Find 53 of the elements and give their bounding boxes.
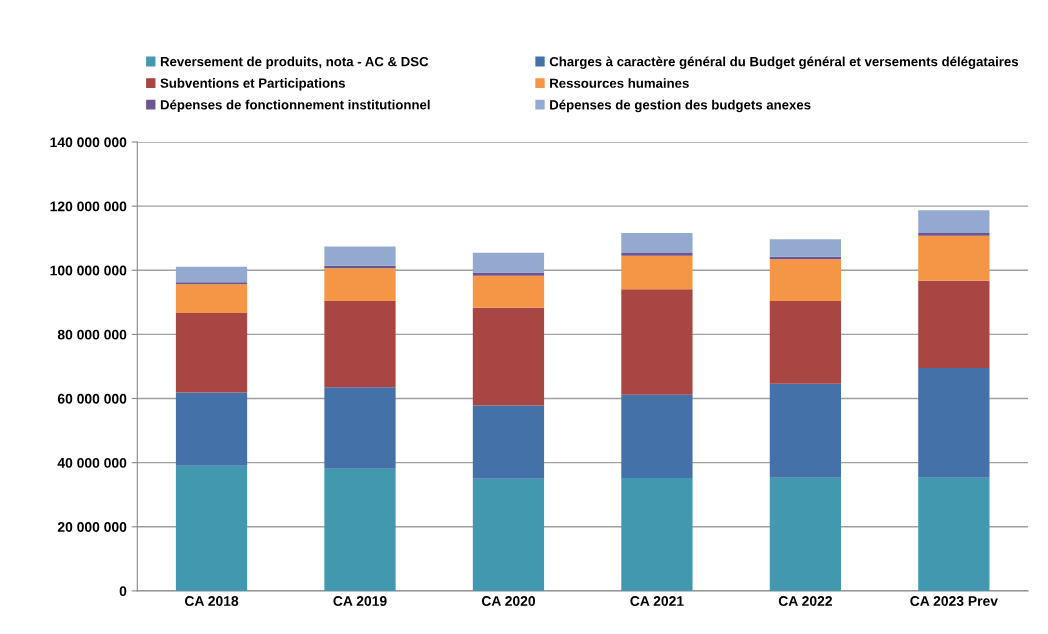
bar	[175, 284, 248, 313]
y-tick-label: 80 000 000	[57, 329, 127, 340]
bar	[621, 289, 693, 395]
bar	[918, 235, 990, 281]
bar	[472, 478, 545, 591]
x-tick-label: CA 2022	[778, 596, 832, 606]
bar	[621, 252, 693, 256]
bar	[621, 233, 693, 253]
bar	[621, 478, 693, 591]
bar	[175, 465, 248, 591]
bar	[621, 255, 693, 290]
legend-label: Dépenses de fonctionnement institutionnel	[160, 99, 430, 113]
bar	[175, 266, 248, 283]
bar	[175, 312, 248, 393]
y-tick-label: 40 000 000	[57, 457, 127, 468]
bar	[324, 301, 396, 388]
x-tick-label: CA 2018	[184, 596, 239, 606]
legend-label: Charges à caractère général du Budget général et versements délégataires	[549, 56, 1019, 69]
legend-label: Reversement de produits, nota - AC & DSC	[160, 56, 429, 69]
x-tick-label: CA 2023 Prev	[910, 596, 998, 606]
bar	[175, 392, 248, 466]
bar	[769, 383, 842, 478]
bar	[324, 468, 396, 591]
legend-label: Subventions et Participations	[160, 78, 345, 91]
bar	[769, 239, 842, 257]
x-tick-label: CA 2019	[333, 596, 387, 606]
bar	[324, 387, 396, 469]
bar	[621, 394, 693, 479]
x-tick-label: CA 2020	[481, 596, 536, 606]
bar	[918, 368, 990, 478]
bar	[472, 405, 545, 479]
bar	[918, 477, 990, 591]
y-tick-label: 100 000 000	[50, 265, 127, 276]
legend-label: Dépenses de gestion des budgets anexes	[550, 99, 811, 113]
bar	[769, 477, 842, 591]
y-tick-label: 60 000 000	[57, 393, 127, 404]
y-tick-label: 0	[119, 586, 127, 597]
bar	[324, 268, 396, 302]
bar	[472, 252, 545, 273]
y-tick-label: 140 000 000	[50, 137, 127, 148]
bar	[472, 275, 545, 308]
bar	[324, 246, 396, 266]
bar	[769, 259, 842, 302]
y-tick-label: 20 000 000	[57, 522, 127, 532]
bar	[918, 210, 990, 234]
bar	[918, 280, 990, 369]
x-tick-label: CA 2021	[630, 596, 684, 606]
bar	[769, 301, 842, 384]
legend-label: Ressources humaines	[550, 78, 689, 88]
y-tick-label: 120 000 000	[50, 201, 127, 212]
bar	[918, 233, 990, 236]
bar	[472, 272, 545, 276]
bar	[472, 307, 545, 406]
